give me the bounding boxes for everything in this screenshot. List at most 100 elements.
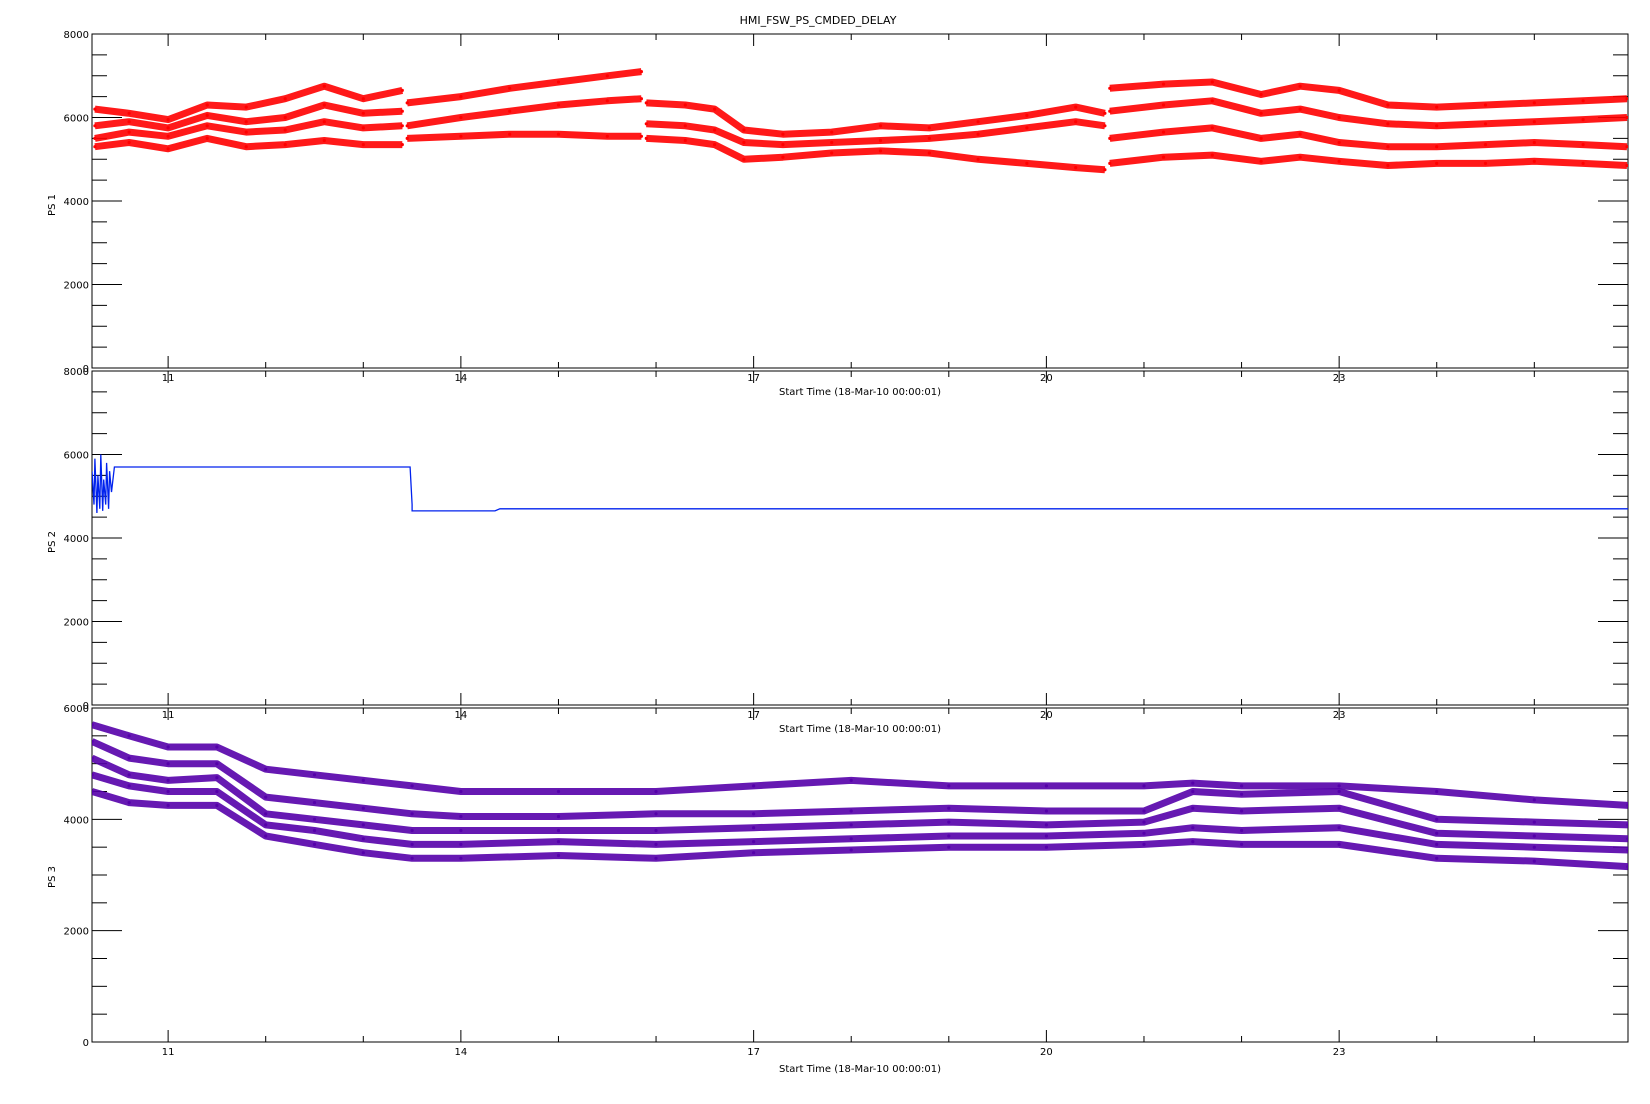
panel-ps3-data-point <box>1240 792 1244 796</box>
panel-ps2-ytick-label: 4000 <box>64 534 89 545</box>
panel-ps2-ylabel: PS 2 <box>47 531 58 553</box>
panel-ps1-data-point <box>781 143 785 147</box>
panel-ps1-data-point <box>1074 166 1078 170</box>
panel-ps1-data-point <box>1103 124 1107 128</box>
panel-ps1-data-point <box>283 97 287 101</box>
panel-ps1-data-point <box>361 126 365 130</box>
panel-ps1-data-point <box>1337 88 1341 92</box>
panel-ps1-data-point <box>1483 161 1488 165</box>
panel-ps1-data <box>93 68 1628 174</box>
panel-ps3-series-band <box>92 754 1628 843</box>
panel-ps1-data-point <box>1483 122 1488 126</box>
panel-ps1-data-point <box>927 126 931 130</box>
panel-ps1-data-point <box>1210 153 1214 157</box>
panel-ps3-series-band <box>92 738 1628 829</box>
panel-ps1-data-point <box>644 101 648 105</box>
panel-ps3-data-point <box>947 845 951 849</box>
panel-ps3-data-point <box>410 784 414 788</box>
panel-ps3-data-point <box>215 762 219 766</box>
panel-ps1-xlabel: Start Time (18-Mar-10 00:00:01) <box>779 387 941 398</box>
panel-ps3-data-point <box>92 723 94 727</box>
panel-ps3-data-point <box>1435 789 1439 794</box>
panel-ps3-data-point <box>556 828 561 833</box>
panel-ps3-data-point <box>1240 784 1244 788</box>
panel-ps1-data-point <box>742 128 746 132</box>
panel-ps1-data-point <box>605 74 609 78</box>
panel-ps3-data-point <box>215 745 219 749</box>
panel-ps1-data-point <box>244 145 248 149</box>
panel-ps3-data-point <box>849 848 853 852</box>
panel-ps1-data-point <box>1025 113 1029 117</box>
panel-ps3-data-point <box>1191 789 1195 794</box>
panel-ps1: PS 1 Start Time (18-Mar-10 00:00:01) 0 20… <box>47 30 1629 398</box>
panel-ps3-data-point <box>654 856 658 860</box>
panel-ps1-data-point <box>644 122 648 126</box>
panel-ps1-series-band <box>94 134 403 153</box>
panel-ps1-data-point <box>1435 124 1439 128</box>
panel-ps3-xtick-label: 11 <box>162 1047 175 1058</box>
panel-ps1-data-point <box>400 124 404 128</box>
panel-ps3-data-point <box>1142 820 1146 824</box>
panel-ps1-data-point <box>459 134 463 138</box>
panel-ps1-ytick-label: 6000 <box>64 114 89 125</box>
panel-ps1-data-point <box>878 124 883 128</box>
panel-ps3-data-point <box>947 834 951 838</box>
panel-ps3-data-point <box>849 837 853 841</box>
panel-ps3-xtick-label: 20 <box>1040 1047 1053 1058</box>
panel-ps1-data-point <box>1259 159 1263 163</box>
panel-ps3-data-point <box>264 767 268 771</box>
panel-ps3-data-point <box>215 789 219 794</box>
panel-ps3-data-point <box>166 745 170 749</box>
panel-ps3-data-point <box>947 784 951 788</box>
panel-ps1-data-point <box>1625 97 1628 101</box>
panel-ps3-data-point <box>1626 848 1628 852</box>
panel-ps3-data-point <box>1626 837 1628 841</box>
panel-ps3-data-point <box>752 812 756 816</box>
panel-ps1-series-band <box>406 95 642 130</box>
panel-ps3-data-point <box>1240 842 1244 847</box>
panel-ps1-data-point <box>742 157 746 161</box>
panel-ps1-data-point <box>556 103 561 107</box>
panel-ps3-ylabel: PS 3 <box>47 866 58 888</box>
panel-ps3-data-point <box>1142 784 1146 788</box>
panel-ps1-data-point <box>1483 143 1488 147</box>
panel-ps3-data-point <box>556 814 561 819</box>
panel-ps1-data-point <box>361 143 365 147</box>
panel-ps1-data-point <box>1337 140 1341 145</box>
panel-ps1-data-point <box>244 130 248 134</box>
panel-ps1-data-point <box>1435 161 1439 165</box>
panel-ps1-data-point <box>400 143 404 147</box>
panel-ps3-data-point <box>1337 784 1341 788</box>
panel-ps3-data-point <box>947 820 951 824</box>
panel-ps3-data-point <box>459 828 463 833</box>
panel-ps3-data-point <box>849 778 853 783</box>
panel-ps1-data-point <box>878 138 883 143</box>
panel-ps1-data-point <box>1210 99 1214 103</box>
panel-ps2-ytick-label: 2000 <box>64 618 89 629</box>
panel-ps3-data-point <box>1626 823 1628 827</box>
panel-ps3-ytick-label: 6000 <box>64 704 89 715</box>
panel-ps3-data-point <box>1532 820 1536 824</box>
panel-ps1-data-point <box>830 151 834 155</box>
panel-ps3-data-point <box>215 803 219 808</box>
panel-ps1-ytick-label: 0 <box>83 364 89 375</box>
panel-ps1-data-point <box>1532 101 1536 105</box>
panel-ps1-data-point <box>644 136 648 140</box>
panel-ps1-data-point <box>556 132 561 136</box>
panel-ps1-data-point <box>166 126 170 130</box>
panel-ps1-data-point <box>1581 118 1585 122</box>
panel-ps3-data-point <box>312 801 317 805</box>
panel-ps3-data-point <box>264 812 268 816</box>
panel-ps3-data-point <box>166 762 170 766</box>
panel-ps3-data-point <box>127 734 131 738</box>
panel-ps1-data-point <box>781 155 785 159</box>
panel-ps1-data-point <box>405 101 409 105</box>
panel-ps1-data-point <box>93 145 97 149</box>
panel-ps1-data-point <box>1103 168 1107 172</box>
panel-ps1-series-band <box>646 134 1106 174</box>
panel-ps3-data-point <box>1435 842 1439 847</box>
panel-ps1-data-point <box>205 113 209 117</box>
panel-ps3-ytick-label: 4000 <box>64 815 89 826</box>
panel-ps3-data-point <box>1337 806 1341 810</box>
panel-ps1-data-point <box>400 109 404 113</box>
